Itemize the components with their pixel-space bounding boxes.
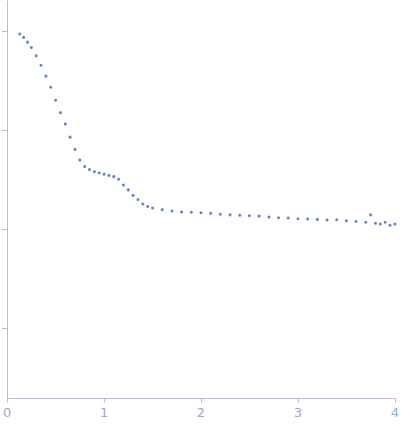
svg-text:2: 2 — [197, 405, 205, 420]
svg-text:3: 3 — [294, 405, 302, 420]
svg-text:1: 1 — [100, 405, 108, 420]
svg-text:4: 4 — [391, 405, 399, 420]
svg-text:0: 0 — [3, 405, 11, 420]
